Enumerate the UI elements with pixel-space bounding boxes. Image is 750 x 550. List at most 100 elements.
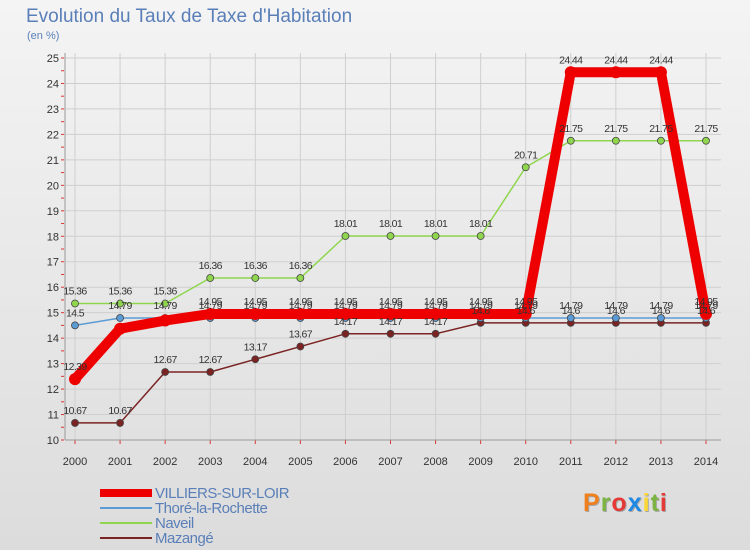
data-point (700, 307, 712, 320)
y-tick-label: 12 (47, 384, 59, 396)
chart-title: Evolution du Taux de Taxe d'Habitation (26, 6, 353, 27)
data-label: 12.39 (63, 361, 87, 373)
y-tick-label: 11 (48, 410, 59, 422)
data-point (71, 299, 79, 308)
data-point (161, 368, 170, 376)
data-point (296, 274, 305, 282)
data-point (609, 66, 622, 79)
logo-letter: i (659, 489, 668, 517)
y-tick-label: 16 (47, 282, 59, 294)
data-label: 10.67 (108, 405, 132, 417)
data-point (566, 314, 575, 322)
data-point (657, 314, 665, 322)
data-label: 18.01 (379, 218, 403, 230)
data-label: 14.79 (469, 300, 493, 312)
data-point (386, 329, 395, 338)
logo-letter: o (611, 489, 628, 517)
data-point (206, 368, 215, 376)
data-point (657, 136, 665, 145)
data-point (69, 373, 81, 386)
data-point (251, 355, 260, 364)
data-point (566, 136, 575, 145)
x-tick-label: 2005 (288, 456, 312, 468)
data-label: 14.79 (108, 300, 132, 312)
data-label: 14.79 (514, 300, 538, 312)
data-label: 14.6 (607, 305, 626, 317)
unit-label: (en %) (27, 30, 60, 42)
data-label: 18.01 (469, 218, 493, 230)
data-label: 14.95 (334, 296, 358, 308)
data-label: 14.95 (199, 296, 223, 308)
logo-letter: i (642, 489, 651, 517)
x-tick-label: 2010 (513, 456, 537, 468)
y-tick-label: 13 (47, 359, 59, 371)
data-label: 12.67 (154, 354, 178, 366)
y-tick-label: 18 (47, 231, 59, 243)
data-point (71, 419, 79, 427)
data-label: 20.71 (514, 149, 538, 161)
legend-swatch (100, 522, 152, 524)
data-point (296, 342, 305, 351)
x-tick-label: 2004 (243, 456, 267, 468)
data-point (564, 66, 577, 79)
data-point (521, 163, 530, 172)
data-label: 14.6 (697, 305, 716, 317)
data-point (294, 307, 307, 320)
data-label: 14.95 (469, 296, 493, 308)
data-label: 14.5 (66, 307, 85, 319)
data-label: 14.79 (289, 300, 313, 312)
data-point (384, 307, 397, 320)
data-point (249, 307, 262, 320)
x-tick-label: 2001 (108, 456, 132, 468)
legend-label: VILLIERS-SUR-LOIR (155, 485, 290, 502)
data-label: 14.79 (604, 300, 628, 312)
axes: 10 11 12 13 14 15 16 17 18 19 20 21 22 23 24 25 2000 2001… (47, 53, 721, 468)
data-label: 16.36 (289, 260, 313, 272)
data-label: 24.44 (649, 54, 673, 66)
y-tick-label: 15 (47, 308, 59, 320)
data-label: 14.79 (199, 300, 223, 312)
data-point (161, 299, 170, 308)
y-tick-label: 14 (47, 333, 59, 345)
data-label: 14.6 (472, 305, 491, 317)
data-point (341, 232, 350, 240)
data-point (611, 314, 620, 322)
data-label: 14.95 (694, 296, 718, 308)
x-tick-label: 2011 (559, 456, 583, 468)
legend-swatch (100, 537, 152, 539)
data-point (702, 136, 710, 145)
y-tick-label: 10 (47, 435, 59, 447)
y-tick-label: 23 (47, 104, 59, 116)
data-label: 14.79 (244, 300, 268, 312)
data-label: 13.17 (244, 341, 268, 353)
data-label: 14.17 (424, 316, 448, 328)
data-label: 14.6 (517, 305, 536, 317)
y-tick-label: 19 (47, 206, 59, 218)
y-tick-label: 22 (47, 129, 59, 141)
data-point (116, 299, 124, 308)
proxiti-logo: Proxiti (583, 489, 668, 518)
legend-label: Thoré-la-Rochette (155, 500, 268, 517)
data-point (116, 314, 124, 322)
data-point (476, 232, 485, 240)
y-tick-label: 21 (47, 155, 59, 167)
data-label: 14.79 (559, 300, 583, 312)
data-label: 16.36 (199, 260, 223, 272)
x-tick-label: 2014 (694, 456, 718, 468)
data-label: 24.44 (604, 54, 628, 66)
data-label: 14.17 (334, 316, 358, 328)
data-point (611, 136, 620, 145)
data-label: 14.79 (154, 300, 178, 312)
data-point (474, 307, 487, 320)
x-tick-label: 2009 (468, 456, 492, 468)
data-label: 14.95 (244, 296, 268, 308)
data-point (116, 419, 124, 427)
legend-label: Naveil (155, 515, 194, 532)
y-tick-label: 25 (47, 53, 59, 65)
data-label: 15.36 (63, 285, 87, 297)
data-label: 21.75 (604, 123, 628, 135)
x-tick-label: 2013 (649, 456, 673, 468)
data-point (429, 307, 442, 320)
